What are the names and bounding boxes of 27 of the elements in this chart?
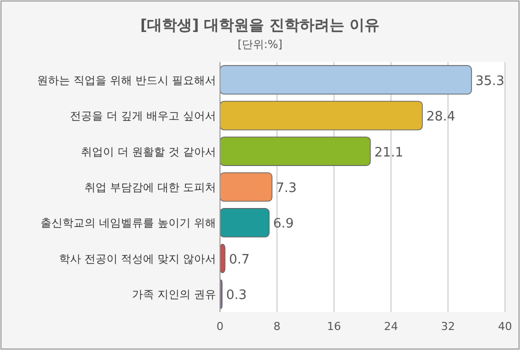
data-label: 28.4 — [426, 110, 456, 125]
bar — [220, 136, 371, 166]
y-tick-label: 가족 지인의 권유 — [132, 288, 216, 302]
x-tick-label: 0 — [216, 320, 224, 333]
y-tick-label: 취업 부담감에 대한 도피처 — [84, 181, 216, 194]
data-label: 21.1 — [374, 145, 404, 160]
x-tick-label: 32 — [441, 320, 455, 333]
data-label: 6.9 — [273, 216, 294, 232]
y-tick-label: 출신학교의 네임벨류를 높이기 위해 — [40, 216, 216, 230]
bar — [220, 172, 272, 202]
bar — [220, 208, 270, 238]
x-tick-label: 24 — [384, 320, 398, 333]
data-label: 0.7 — [228, 252, 250, 268]
x-tick-label: 16 — [327, 320, 341, 333]
x-tick-label: 40 — [498, 320, 512, 333]
y-tick-label: 취업이 더 원활할 것 같아서 — [81, 145, 216, 158]
chart-title: [대학생] 대학원을 진학하려는 이유 — [140, 16, 380, 34]
x-tick-label: 8 — [274, 320, 280, 333]
y-tick-label: 학사 전공이 적성에 맞지 않아서 — [59, 252, 216, 266]
data-label: 7.3 — [276, 181, 297, 196]
data-label: 0.3 — [226, 288, 247, 304]
y-tick-label: 원하는 직업을 위해 반드시 필요해서 — [37, 74, 216, 87]
bar — [220, 65, 472, 95]
y-tick-label: 전공을 더 깊게 배우고 싶어서 — [70, 110, 216, 123]
data-label: 35.3 — [476, 74, 504, 89]
bar — [220, 100, 423, 130]
chart-subtitle: [단위:%] — [238, 38, 282, 51]
